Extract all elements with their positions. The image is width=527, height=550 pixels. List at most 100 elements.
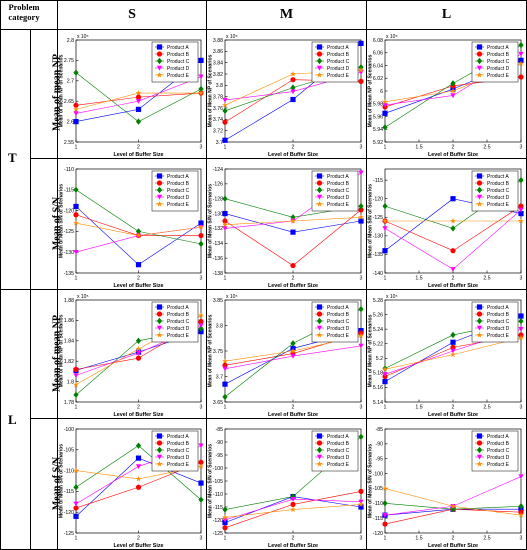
legend-label: Product D — [327, 326, 350, 332]
legend-marker — [476, 44, 483, 50]
x-tick-label: 3 — [360, 536, 363, 542]
y-tick-label: -90 — [216, 440, 224, 446]
x-tick-label: 1 — [75, 405, 78, 411]
legend-label: Product A — [487, 305, 509, 311]
legend-marker — [156, 325, 163, 331]
legend-label: Product C — [167, 448, 190, 454]
y-tick-label: -100 — [64, 427, 74, 433]
legend-label: Product E — [327, 202, 350, 208]
legend-label: Product B — [327, 181, 350, 187]
y-tick-label: -135 — [373, 252, 383, 258]
x-axis-label: Level of Buffer Size — [428, 543, 478, 549]
grid-line-row3 — [30, 418, 527, 419]
y-tick-label: 5.2 — [376, 356, 383, 362]
legend-marker — [316, 454, 323, 460]
data-point — [222, 520, 228, 526]
y-tick-label: 5.28 — [373, 298, 383, 304]
x-tick-label: 2 — [137, 145, 140, 151]
legend-marker — [476, 186, 483, 194]
chart-t-l-sn: -140 -135 -130 -125 -120 -115 1 1.5 2 2.5 3 Level o… — [367, 159, 526, 289]
x-tick-label: 3 — [200, 536, 203, 542]
legend-label: Product C — [167, 59, 190, 65]
legend-marker — [476, 440, 483, 446]
legend-label: Product E — [487, 462, 510, 468]
chart-t-l-np: 5.92 5.94 5.96 5.98 6 6.02 6.04 6.06 6.08 1 1.5 2 2.… — [367, 30, 526, 158]
series-product-e — [382, 334, 524, 372]
legend-label: Product A — [327, 174, 349, 180]
x-tick-label: 2 — [292, 276, 295, 282]
legend-label: Product A — [327, 434, 349, 440]
x-axis-label: Level of Buffer Size — [428, 412, 478, 418]
data-point — [358, 218, 364, 224]
y-tick-label: 3.82 — [213, 72, 223, 78]
legend-marker — [316, 304, 323, 310]
y-tick-label: -110 — [213, 492, 223, 498]
x-tick-label: 2 — [292, 405, 295, 411]
legend-label: Product B — [487, 181, 510, 187]
data-point — [73, 501, 79, 507]
chart-t-s-sn: -135 -130 -125 -120 -115 -110 1 2 3 Level of Buff… — [58, 159, 206, 289]
y-tick-label: 2.8 — [67, 38, 74, 44]
data-point — [73, 102, 79, 108]
y-tick-label: 3.65 — [213, 400, 223, 406]
data-point — [222, 362, 228, 368]
legend-marker — [316, 65, 323, 71]
grid-line-s — [206, 0, 207, 550]
y-tick-label: 3.72 — [213, 128, 223, 134]
series-product-b — [73, 318, 204, 372]
y-tick-label: 5.92 — [373, 140, 383, 146]
data-point — [198, 463, 204, 469]
data-point — [198, 224, 204, 230]
data-point — [290, 348, 296, 354]
legend-label: Product C — [327, 59, 350, 65]
y-tick-label: 1.86 — [64, 318, 74, 324]
y-tick-label: 1.8 — [67, 379, 74, 385]
y-tick-label: -120 — [64, 510, 74, 516]
data-point — [73, 106, 79, 112]
data-point — [135, 337, 142, 344]
x-tick-label: 1 — [75, 276, 78, 282]
legend-marker — [316, 332, 323, 338]
data-point — [518, 176, 524, 184]
legend-marker — [156, 173, 163, 179]
grid-line-group-col — [30, 30, 31, 550]
legend-label: Product B — [487, 312, 510, 318]
y-exponent-label: x 10⁵ — [77, 294, 89, 300]
data-point — [358, 214, 364, 220]
y-tick-label: -115 — [64, 489, 74, 495]
data-point — [358, 40, 364, 46]
data-point — [198, 232, 204, 239]
data-point — [73, 373, 79, 379]
data-point — [382, 366, 388, 372]
y-exponent-label: x 10⁵ — [77, 34, 89, 40]
chart-svg: -135 -130 -125 -120 -115 -110 1 2 3 Level of Buff… — [59, 167, 204, 289]
data-point — [382, 98, 388, 105]
y-tick-label: -140 — [373, 271, 383, 277]
legend-label: Product D — [327, 195, 350, 201]
x-tick-label: 3 — [200, 145, 203, 151]
data-point — [518, 317, 524, 325]
data-point — [290, 218, 296, 224]
data-point — [135, 475, 142, 482]
data-point — [198, 443, 204, 449]
data-point — [382, 485, 388, 491]
legend-label: Product B — [487, 441, 510, 447]
x-axis-label: Level of Buffer Size — [113, 412, 163, 418]
x-tick-label: 2.5 — [483, 536, 490, 542]
y-tick-label: 3.86 — [213, 49, 223, 55]
chart-svg: -140 -135 -130 -125 -120 -115 1 1.5 2 2.5 3 Level o… — [368, 168, 524, 289]
legend-label: Product C — [487, 448, 510, 454]
chart-svg: -120 -115 -110 -105 -100 -95 -90 -85 1 1.5 2 2.5 3 Le… — [368, 427, 524, 549]
legend-label: Product E — [327, 73, 350, 79]
legend-marker — [316, 57, 323, 65]
legend-label: Product A — [487, 434, 509, 440]
data-point — [358, 504, 364, 510]
data-point — [382, 110, 388, 116]
series-product-e — [382, 218, 524, 224]
legend-label: Product C — [327, 319, 350, 325]
x-axis-label: Level of Buffer Size — [113, 543, 163, 549]
y-tick-label: 1.82 — [64, 359, 74, 365]
